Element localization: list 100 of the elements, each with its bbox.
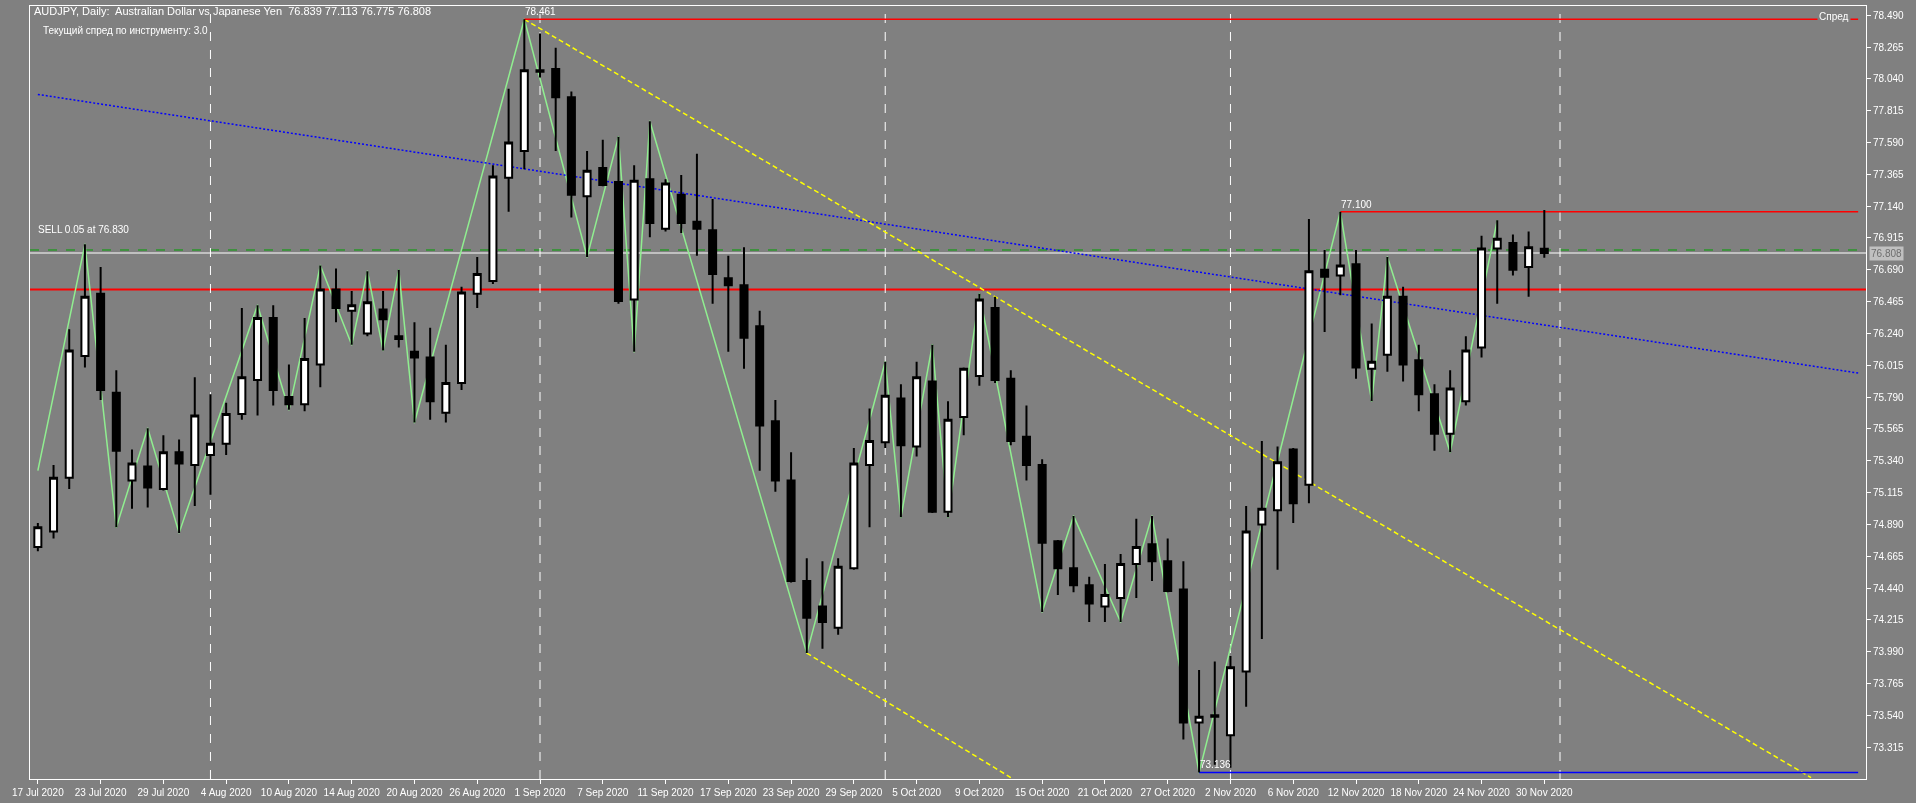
text: Текущий спред по инструменту: 3.0 [43, 25, 209, 36]
candlestick [504, 87, 514, 213]
candlestick [1147, 514, 1157, 582]
candlestick [1351, 248, 1361, 380]
candlestick [268, 304, 278, 407]
x-tick-label: 11 Sep 2020 [637, 787, 694, 798]
candlestick [1006, 369, 1016, 447]
y-tick-label: 78.490 [1873, 9, 1905, 21]
candlestick [661, 178, 671, 233]
candlestick [676, 174, 686, 235]
y-tick-label: 73.540 [1873, 709, 1905, 721]
x-tick-label: 30 Nov 2020 [1515, 787, 1574, 798]
candlestick [1273, 445, 1283, 571]
candlestick [1461, 335, 1471, 407]
y-tick-label: 74.440 [1873, 582, 1905, 594]
candlestick [331, 267, 341, 324]
y-tick-label: 78.265 [1873, 41, 1905, 53]
y-tick-label: 75.790 [1873, 391, 1905, 403]
x-tick-label: 7 Sep 2020 [577, 787, 629, 798]
candlestick [96, 265, 106, 401]
candlestick [253, 304, 263, 417]
y-tick-label: 77.365 [1873, 168, 1905, 180]
candlestick [64, 328, 74, 491]
candlestick [33, 521, 43, 553]
y-tick-label: 76.015 [1873, 359, 1905, 371]
candlestick [755, 309, 765, 472]
candlestick [127, 448, 137, 510]
y-tick-label: 77.590 [1873, 136, 1905, 148]
y-tick-label: 77.815 [1873, 105, 1905, 117]
candlestick [990, 295, 1000, 384]
candlestick [1241, 505, 1251, 708]
series-label: 77.100 [1341, 199, 1373, 210]
y-tick-label: 75.340 [1873, 455, 1905, 467]
candlestick [394, 268, 404, 349]
y-tick-label: 76.915 [1873, 232, 1905, 244]
candlestick [1524, 230, 1534, 298]
candlestick [472, 256, 482, 309]
y-tick-label: 75.565 [1873, 423, 1905, 435]
candlestick [943, 400, 953, 519]
x-tick-label: 15 Oct 2020 [1014, 787, 1070, 798]
candlestick [566, 90, 576, 219]
y-tick-label: 78.040 [1873, 73, 1905, 85]
x-tick-label: 4 Aug 2020 [200, 787, 252, 798]
candlestick [237, 306, 247, 421]
candlestick [519, 18, 529, 171]
x-tick-label: 12 Nov 2020 [1327, 787, 1385, 798]
y-tick-label: 73.990 [1873, 646, 1905, 658]
candlestick [1178, 560, 1188, 741]
y-tick-label: 76.240 [1873, 327, 1905, 339]
candlestick [582, 149, 592, 259]
candlestick [959, 366, 969, 437]
y-tick-label: 74.665 [1873, 550, 1905, 562]
candlestick [190, 376, 200, 508]
x-tick-label: 18 Nov 2020 [1390, 787, 1448, 798]
candlestick [1477, 234, 1487, 359]
candlestick [457, 285, 467, 392]
candlestick [409, 321, 419, 424]
candlestick [111, 369, 121, 529]
candlestick [49, 463, 59, 540]
candlestick [221, 401, 231, 457]
candlestick [927, 343, 937, 515]
candlestick [1257, 439, 1267, 640]
candlestick [80, 243, 90, 369]
candlestick [912, 360, 922, 458]
candlestick [362, 270, 372, 338]
candlestick [551, 46, 561, 152]
candlestick [284, 363, 294, 411]
candlestick [1100, 563, 1110, 623]
chart-title: AUDJPY, Daily: Australian Dollar vs Japanese Yen 76.839 77.113 76.775 76.808 [34, 4, 432, 17]
ref-line-label: 76.808 [1871, 248, 1903, 259]
candlestick [1367, 322, 1377, 403]
candlestick [1288, 447, 1298, 524]
x-tick-label: 17 Jul 2020 [11, 787, 65, 798]
candlestick [692, 152, 702, 257]
series-label: 78.461 [525, 6, 557, 17]
x-tick-label: 23 Sep 2020 [762, 787, 820, 798]
candlestick [1320, 248, 1330, 334]
candlestick [441, 343, 451, 424]
candlestick [1508, 233, 1518, 277]
candlestick [613, 135, 623, 305]
x-tick-label: 24 Nov 2020 [1453, 787, 1511, 798]
candlestick [896, 383, 906, 519]
candlestick [158, 434, 168, 492]
candlestick [1414, 343, 1424, 413]
candlestick [739, 246, 749, 370]
candlestick [645, 120, 655, 239]
candlestick [833, 557, 843, 636]
y-tick-label: 74.890 [1873, 518, 1905, 530]
x-tick-label: 9 Oct 2020 [954, 787, 1005, 798]
candlestick [1445, 369, 1455, 454]
candlestick [802, 557, 812, 655]
y-tick-label: 76.465 [1873, 296, 1905, 308]
candlestick [1492, 219, 1502, 305]
candlestick [1398, 285, 1408, 383]
candlestick [1116, 553, 1126, 623]
candlestick [786, 451, 796, 584]
candlestick [347, 290, 357, 346]
candlestick [378, 290, 388, 352]
candlestick [1335, 210, 1345, 297]
candlestick [974, 292, 984, 387]
